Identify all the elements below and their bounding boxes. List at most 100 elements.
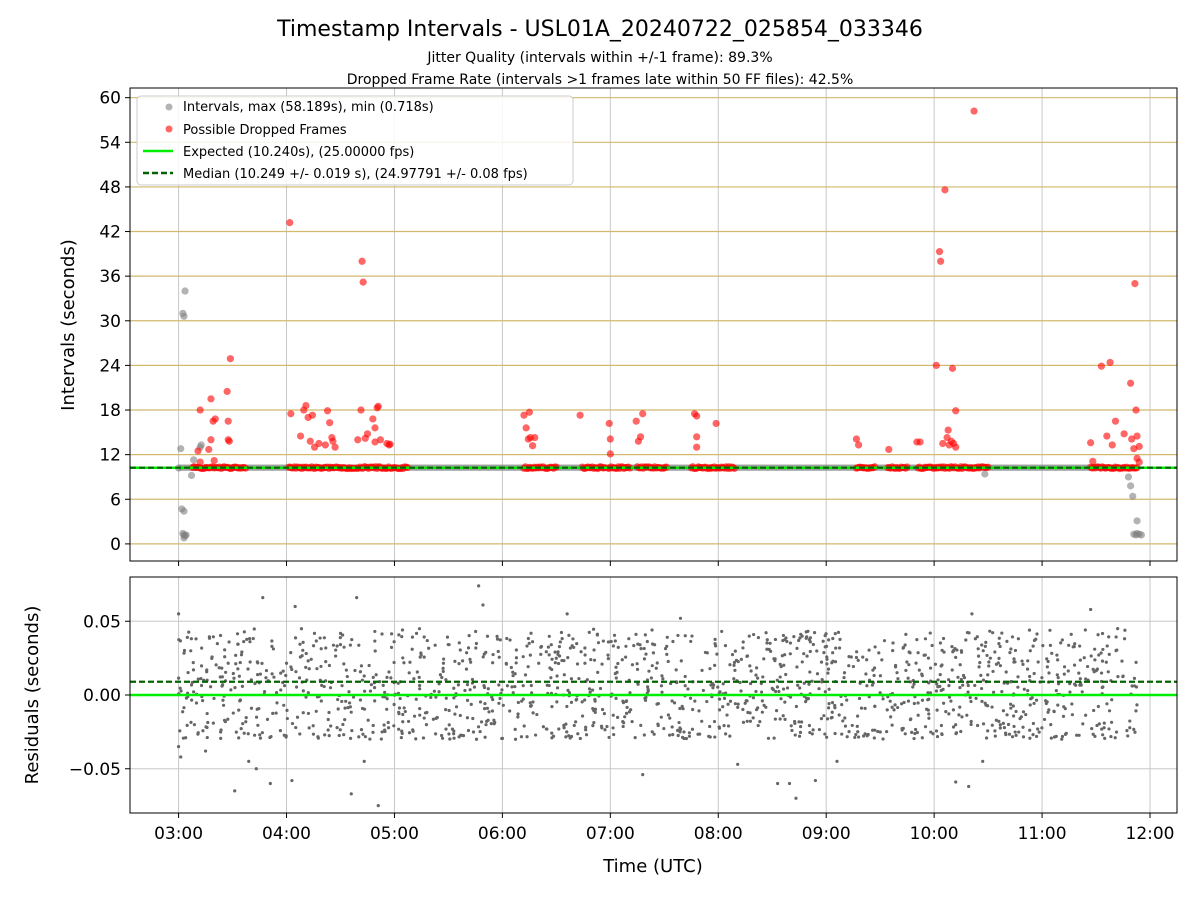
residual-point [745, 699, 749, 703]
residual-point [253, 733, 257, 737]
residual-point [314, 709, 318, 713]
residual-point [598, 686, 603, 691]
residual-point [178, 729, 182, 733]
residual-point [258, 733, 262, 737]
dropped-frame-point [1087, 439, 1095, 447]
residual-point [498, 696, 502, 701]
residual-point [691, 707, 695, 712]
residual-point [270, 672, 274, 676]
residual-point [386, 720, 390, 725]
residual-point [572, 723, 576, 728]
dropped-frame-point [854, 441, 863, 449]
residual-point [410, 647, 414, 651]
residual-point [1021, 662, 1025, 666]
intervals-y-tick-label: 12 [99, 446, 121, 466]
residual-point [553, 650, 557, 654]
residual-point [810, 732, 814, 736]
residual-point [293, 636, 298, 640]
residual-point [823, 690, 827, 694]
residual-point [359, 664, 364, 668]
dropped-frame-point [1106, 358, 1114, 367]
residual-point [239, 653, 244, 657]
residual-point [464, 667, 469, 671]
residual-point [240, 684, 245, 689]
residual-point [827, 687, 831, 691]
residual-point [588, 690, 592, 694]
residual-point [923, 725, 928, 729]
dropped-frame-point [196, 406, 204, 414]
residual-point [189, 649, 193, 653]
residual-point [496, 649, 500, 654]
dropped-frame-point [1133, 432, 1141, 440]
residual-point [347, 690, 351, 694]
residual-point [290, 778, 294, 783]
residual-point [522, 724, 526, 728]
residual-point [926, 656, 931, 660]
residual-point [220, 675, 224, 679]
residual-point [733, 702, 737, 706]
residual-point [433, 643, 437, 647]
residual-point [1089, 607, 1093, 612]
residual-point [1126, 734, 1130, 738]
residual-point [493, 720, 497, 725]
residual-point [371, 730, 375, 734]
residual-point [504, 661, 508, 665]
residual-point [981, 722, 986, 726]
residual-point [441, 666, 445, 670]
residual-point [234, 653, 238, 657]
residual-point [348, 736, 353, 740]
residual-point [736, 702, 740, 706]
residual-point [823, 645, 827, 649]
residual-point [863, 706, 867, 710]
residual-point [720, 629, 724, 634]
residual-point [1060, 734, 1065, 739]
residual-point [782, 663, 786, 667]
residual-point [452, 696, 456, 700]
residual-point [931, 732, 935, 736]
residual-point [271, 647, 276, 651]
residual-point [185, 635, 189, 639]
residual-point [418, 687, 422, 691]
residual-point [215, 642, 219, 646]
residual-point [600, 707, 605, 712]
legend-label-expected: Expected (10.240s), (25.00000 fps) [183, 145, 414, 160]
dropped-frame-point [606, 450, 614, 458]
residual-point [979, 673, 983, 677]
residual-point [583, 661, 587, 665]
residual-point [725, 713, 729, 717]
residual-point [976, 654, 981, 658]
residual-point [254, 767, 258, 771]
residual-point [207, 636, 212, 640]
residual-point [644, 695, 648, 699]
residual-point [338, 643, 343, 647]
residual-point [833, 731, 837, 736]
residual-point [1133, 684, 1137, 688]
residual-point [827, 702, 831, 706]
residual-point [991, 631, 995, 635]
residual-point [328, 686, 333, 690]
residual-point [482, 684, 486, 688]
residual-point [1077, 671, 1081, 675]
residual-point [526, 665, 530, 669]
residual-point [335, 644, 339, 648]
residual-point [889, 715, 893, 719]
residual-point [478, 700, 483, 704]
residual-point [189, 683, 194, 687]
residual-point [525, 644, 529, 648]
residual-point [797, 638, 801, 643]
residual-point [483, 735, 487, 739]
residual-point [1092, 670, 1096, 674]
residual-point [940, 663, 944, 667]
residual-point [1079, 683, 1083, 687]
residual-point [223, 655, 227, 659]
residual-point [934, 689, 939, 693]
residual-point [400, 628, 405, 632]
residual-point [914, 661, 918, 665]
dropped-frame-point [223, 387, 231, 396]
residual-point [928, 631, 932, 635]
residual-point [1102, 726, 1106, 730]
residual-point [314, 639, 318, 643]
residual-point [966, 683, 970, 688]
residual-point [1123, 628, 1127, 632]
intervals-point [1133, 529, 1141, 538]
